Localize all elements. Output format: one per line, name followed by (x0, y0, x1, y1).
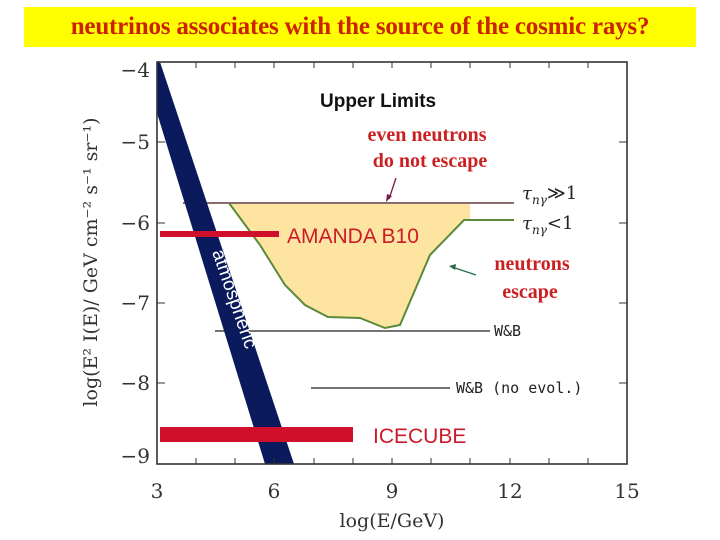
tau-relation: ≫1 (547, 183, 577, 204)
tau-symbol: τ (522, 183, 533, 204)
y-tick-label: −9 (121, 444, 150, 468)
y-tick-label: −4 (121, 58, 150, 82)
amanda-limit-bar (160, 231, 279, 237)
tau-low-label: τnγ<1 (522, 213, 573, 237)
icecube-label: ICECUBE (373, 425, 466, 448)
y-tick-label: −8 (121, 371, 150, 395)
y-ticks (157, 141, 627, 384)
x-tick-label: 15 (614, 479, 639, 503)
x-tick-label: 6 (268, 479, 281, 503)
y-axis-title: log(E² I(E)/ GeV cm⁻² s⁻¹ sr⁻¹) (80, 117, 102, 406)
slide-title: neutrinos associates with the source of … (70, 13, 650, 40)
neutrons-escape-arrowhead (449, 264, 456, 270)
icecube-limit-bar (160, 427, 353, 442)
tau-high-label: τnγ≫1 (522, 183, 577, 207)
do-not-escape-label: do not escape (373, 150, 488, 172)
upper-limits-label: Upper Limits (320, 91, 436, 112)
amanda-label: AMANDA B10 (287, 225, 419, 248)
x-axis-title: log(E/GeV) (340, 510, 445, 532)
tau-subscript: nγ (532, 193, 548, 207)
wb-label: W&B (494, 322, 521, 340)
even-neutrons-arrowhead (386, 194, 392, 202)
wb-noevol-label: W&B (no evol.) (456, 379, 582, 397)
tau-symbol: τ (522, 213, 533, 234)
tau-subscript: nγ (532, 223, 548, 237)
y-tick-label: −6 (121, 211, 150, 235)
x-minor-ticks (195, 62, 589, 464)
neutrons-escape-arrow (451, 266, 477, 276)
neutron-escape-region (229, 203, 470, 328)
atmospheric-band (157, 62, 294, 464)
neutrons-label: neutrons (494, 253, 569, 275)
escape-label: escape (502, 281, 558, 303)
x-tick-label: 9 (386, 479, 399, 503)
slide-title-bar: neutrinos associates with the source of … (24, 7, 696, 47)
y-tick-label: −7 (121, 291, 150, 315)
x-tick-label: 12 (497, 479, 522, 503)
even-neutrons-label: even neutrons (367, 124, 486, 146)
y-tick-label: −5 (121, 130, 150, 154)
tau-relation: <1 (547, 213, 574, 234)
tau-low-curve (228, 202, 514, 330)
x-tick-label: 3 (151, 479, 164, 503)
